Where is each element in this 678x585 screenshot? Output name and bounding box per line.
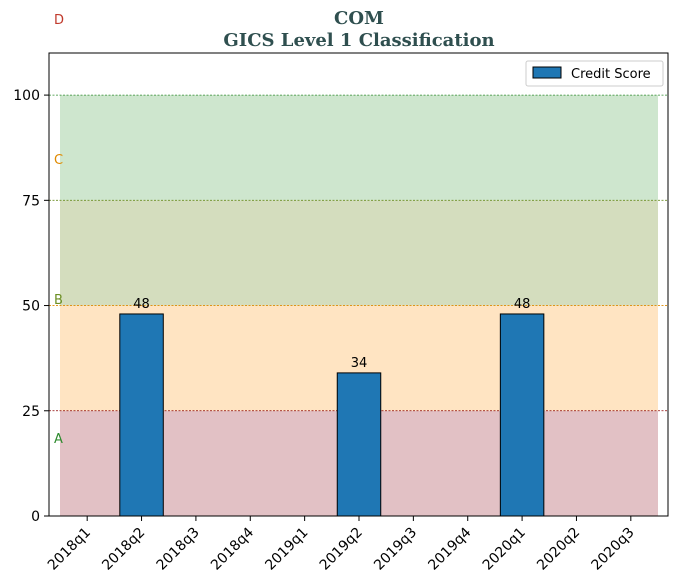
legend-swatch (532, 66, 562, 79)
x-tick-label: 2020q2 (534, 525, 583, 574)
bars (119, 313, 545, 517)
band-label-b: B (54, 293, 63, 308)
bar-2018q2 (119, 313, 164, 517)
x-tick-label: 2018q3 (154, 525, 203, 574)
band-c (60, 200, 658, 306)
y-tick-label: 100 (13, 88, 40, 104)
chart-subtitle: GICS Level 1 Classification (223, 30, 494, 51)
legend-label: Credit Score (571, 67, 651, 82)
bar-2020q1 (499, 313, 545, 517)
x-tick-label: 2019q3 (371, 525, 420, 574)
y-tick-label: 25 (22, 404, 40, 420)
data-labels: 48 34 48 (133, 297, 530, 371)
data-label-2020q1: 48 (514, 297, 531, 312)
x-tick-label: 2018q1 (45, 525, 94, 574)
x-tick-label: 2018q2 (99, 525, 148, 574)
band-label-c: C (54, 153, 63, 168)
x-tick-label: 2019q1 (262, 525, 311, 574)
data-label-2018q2: 48 (133, 297, 150, 312)
y-tick-label: 50 (22, 299, 40, 315)
band-label-d: D (54, 13, 64, 28)
x-tick-label: 2020q1 (480, 525, 529, 574)
band-label-a: A (54, 432, 63, 447)
band-d (60, 95, 658, 201)
x-tick-label: 2020q3 (589, 525, 638, 574)
x-tick-label: 2019q4 (425, 524, 474, 573)
data-label-2019q2: 34 (351, 356, 368, 371)
y-tick-label: 0 (31, 509, 40, 525)
bar-2019q2 (336, 372, 382, 517)
chart-title: COM (334, 8, 384, 29)
x-tick-label: 2019q2 (317, 525, 366, 574)
x-tick-label: 2018q4 (208, 524, 257, 573)
legend: Credit Score (525, 60, 664, 87)
y-tick-label: 75 (22, 193, 40, 209)
